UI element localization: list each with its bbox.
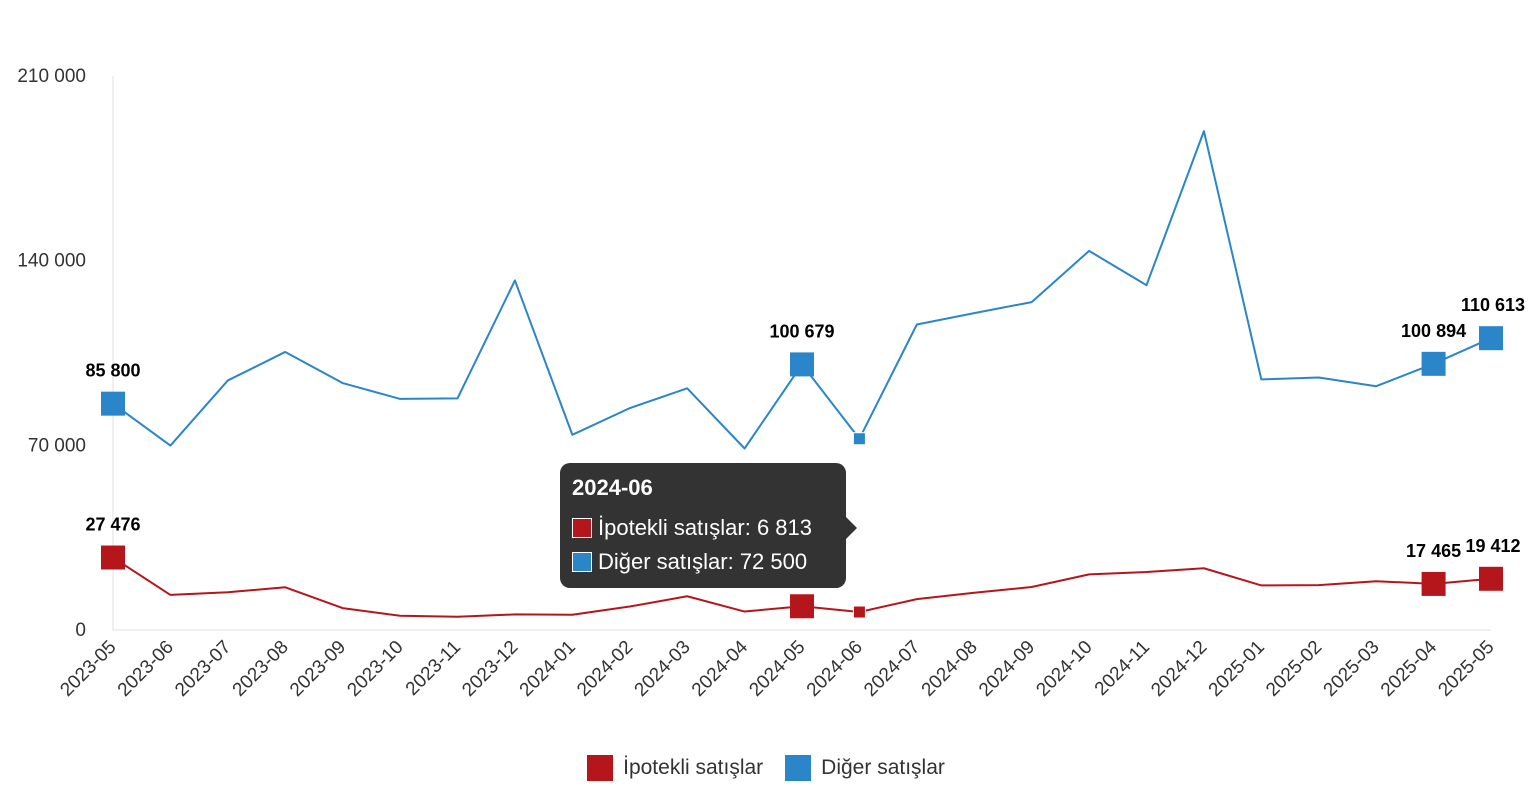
x-tick-label: 2024-02 [573,637,637,701]
x-axis: 2023-052023-062023-072023-082023-092023-… [56,629,1499,701]
x-tick-label: 2025-04 [1377,636,1441,700]
tooltip-row-mortgage: İpotekli satışlar: 6 813 [572,515,834,541]
data-point-marker[interactable] [1479,566,1503,591]
y-tick-label: 140 000 [17,251,86,272]
x-tick-label: 2023-06 [114,637,178,701]
x-tick-label: 2024-05 [745,637,809,701]
tooltip-row-other: Diğer satışlar: 72 500 [572,549,834,575]
data-label: 85 800 [85,361,140,381]
hover-point-marker[interactable] [852,605,866,619]
hover-point-marker[interactable] [852,432,866,446]
x-tick-label: 2024-08 [918,637,982,701]
x-tick-label: 2024-10 [1032,637,1096,701]
legend-swatch-mortgage [587,755,614,781]
x-tick-label: 2024-01 [516,637,580,701]
tooltip-title: 2024-06 [572,475,653,500]
chart-legend: İpotekli satışlar Diğer satışlar [0,752,1532,784]
legend-item-mortgage-sales[interactable]: İpotekli satışlar [587,755,763,781]
y-tick-label: 210 000 [17,66,86,87]
chart-tooltip: 2024-06 İpotekli satışlar: 6 813 Diğer s… [560,463,857,588]
tooltip-value-other: Diğer satışlar: 72 500 [598,549,808,574]
x-tick-label: 2023-09 [286,637,350,701]
tooltip-swatch-mortgage [572,518,592,538]
data-point-marker[interactable] [1479,326,1503,351]
x-tick-label: 2025-05 [1434,637,1498,701]
x-tick-label: 2024-11 [1091,637,1154,700]
data-label: 100 894 [1401,321,1466,341]
x-tick-label: 2025-01 [1205,637,1269,701]
tooltip-value-mortgage: İpotekli satışlar: 6 813 [598,515,813,540]
x-tick-label: 2023-11 [402,637,465,700]
x-tick-label: 2024-07 [860,637,924,701]
x-tick-label: 2024-06 [803,637,867,701]
data-label: 17 465 [1406,541,1461,561]
x-tick-label: 2024-09 [975,637,1039,701]
data-point-marker[interactable] [1421,351,1446,376]
series-layer [101,130,1503,619]
x-tick-label: 2024-12 [1147,637,1211,701]
y-tick-label: 0 [75,620,86,641]
data-point-marker[interactable] [790,352,814,377]
y-axis: 0 70 000 140 000 210 000 [17,66,114,641]
x-tick-label: 2024-04 [688,636,752,700]
data-point-marker[interactable] [1421,571,1446,596]
data-label: 110 613 [1461,295,1525,315]
data-point-marker[interactable] [790,594,814,619]
x-tick-label: 2024-03 [631,637,695,701]
legend-label-other: Diğer satışlar [821,756,945,779]
x-tick-label: 2023-10 [343,637,407,701]
x-tick-label: 2025-03 [1320,637,1384,701]
y-tick-label: 70 000 [28,435,86,456]
x-tick-label: 2025-02 [1262,637,1326,701]
x-tick-label: 2023-07 [171,637,235,701]
x-tick-label: 2023-12 [458,637,522,701]
x-tick-label: 2023-08 [229,637,293,701]
tooltip-swatch-other [572,552,592,572]
legend-item-other-sales[interactable]: Diğer satışlar [785,755,945,781]
data-label: 19 412 [1465,536,1520,556]
data-label: 27 476 [85,515,140,535]
legend-label-mortgage: İpotekli satışlar [623,756,764,779]
data-label: 100 679 [769,321,834,341]
series-line-1 [112,130,1492,450]
data-point-marker[interactable] [101,391,125,416]
data-point-marker[interactable] [101,545,125,570]
legend-swatch-other [785,755,812,781]
x-tick-label: 2023-05 [56,637,120,701]
